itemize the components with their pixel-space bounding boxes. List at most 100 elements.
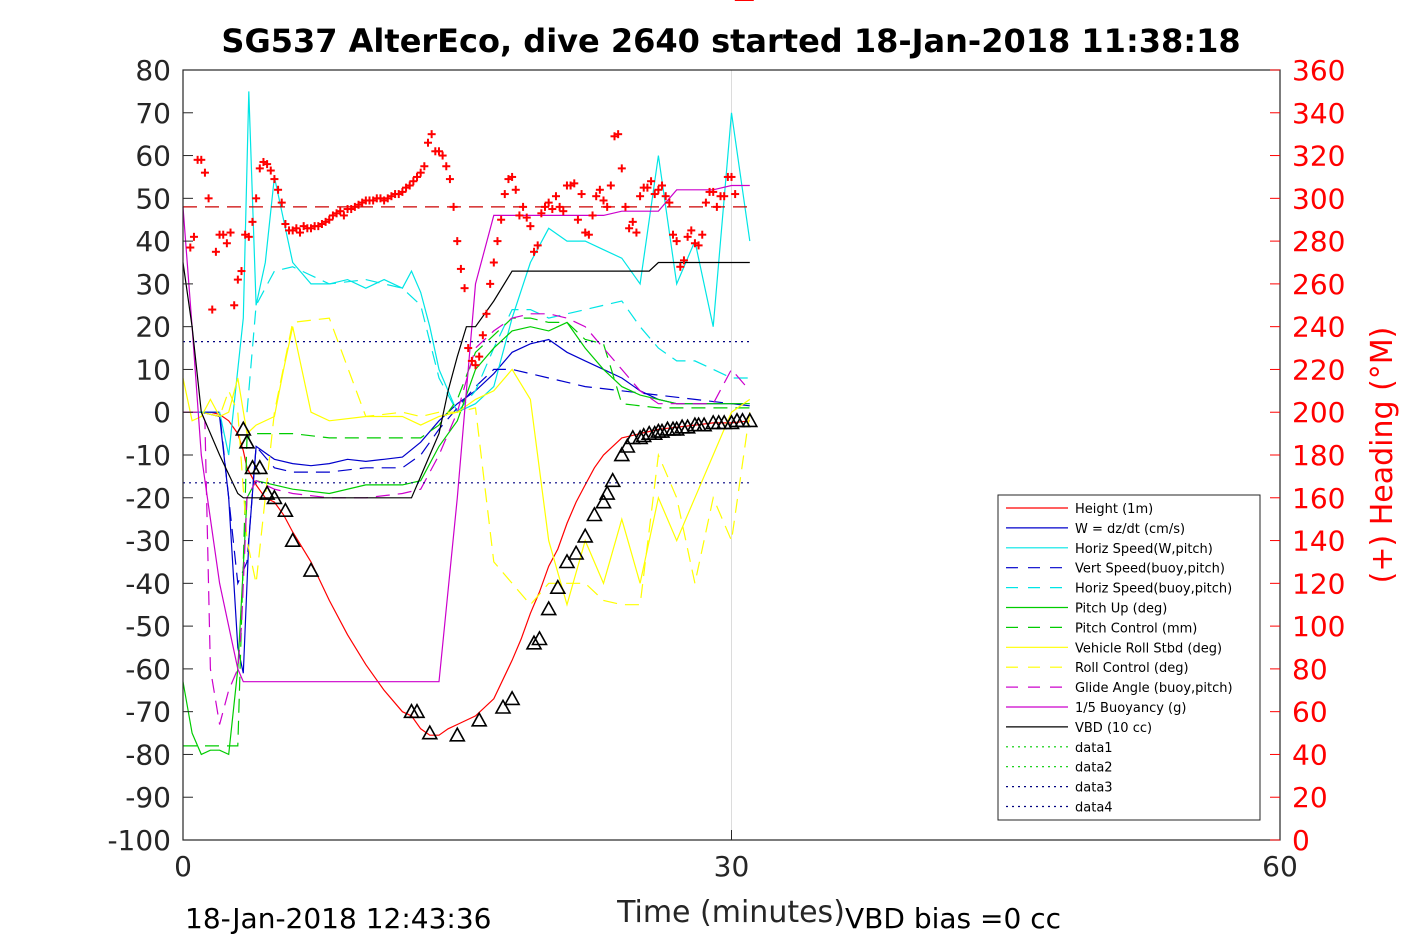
- y-tick-label: 40: [135, 225, 171, 258]
- right-y-tick-label: 180: [1292, 439, 1345, 472]
- footer-timestamp: 18-Jan-2018 12:43:36: [185, 902, 491, 935]
- y-tick-label: -20: [125, 482, 171, 515]
- y-tick-label: 70: [135, 97, 171, 130]
- y-tick-label: 20: [135, 311, 171, 344]
- legend-box: [997, 494, 1261, 821]
- heading-point: [679, 256, 688, 265]
- legend-label: data3: [1075, 781, 1113, 796]
- legend-label: Height (1m): [1075, 502, 1153, 517]
- heading-point: [570, 179, 579, 188]
- heading-point: [519, 202, 528, 211]
- height-triangle-marker: [238, 433, 256, 449]
- heading-point: [413, 172, 422, 181]
- right-y-tick-label: 80: [1292, 653, 1328, 686]
- heading-point: [712, 202, 721, 211]
- legend-label: VBD (10 cc): [1075, 721, 1152, 736]
- y-tick-label: 0: [153, 396, 171, 429]
- heading-point: [599, 196, 608, 205]
- height-triangle-marker: [531, 630, 548, 646]
- heading-point: [595, 185, 604, 194]
- heading-point: [438, 151, 447, 160]
- right-y-tick-label: 320: [1292, 140, 1345, 173]
- legend-label: Horiz Speed(W,pitch): [1075, 542, 1213, 557]
- height-triangle-marker: [284, 531, 302, 548]
- height-triangle-marker: [595, 493, 612, 509]
- heading-point: [233, 275, 242, 284]
- heading-point: [219, 230, 228, 239]
- right-y-tick-label: 280: [1292, 225, 1345, 258]
- heading-point: [694, 241, 703, 250]
- heading-point: [698, 230, 707, 239]
- heading-point: [650, 190, 659, 199]
- heading-point: [548, 205, 557, 214]
- height-triangle-marker: [302, 561, 320, 577]
- legend-label: 1/5 Buoyancy (g): [1075, 701, 1186, 716]
- right-y-tick-label: 20: [1292, 781, 1328, 814]
- heading-point: [255, 164, 264, 173]
- y-tick-label: 50: [135, 182, 171, 215]
- right-y-tick-label: 200: [1292, 396, 1345, 429]
- heading-point: [263, 160, 272, 169]
- heading-point: [486, 279, 495, 288]
- series-line-5: [182, 321, 750, 756]
- heading-point: [449, 202, 458, 211]
- series-line-10: [182, 184, 750, 683]
- series-line-4: [246, 266, 750, 414]
- heading-point: [606, 181, 615, 190]
- y-tick-label: -90: [125, 781, 171, 814]
- heading-point: [270, 175, 279, 184]
- footer-vbd-bias: VBD bias =0 cc: [845, 902, 1061, 935]
- height-triangle-marker: [234, 420, 252, 436]
- legend-items: Height (1m) W = dz/dt (cm/s) Horiz Speed(W…: [1006, 502, 1233, 816]
- heading-point: [460, 284, 469, 293]
- height-triangle-marker: [586, 506, 603, 522]
- heading-point: [409, 177, 418, 186]
- heading-point: [654, 185, 663, 194]
- heading-point: [186, 243, 195, 252]
- heading-point: [277, 198, 286, 207]
- heading-point: [544, 198, 553, 207]
- legend: Height (1m) W = dz/dt (cm/s) Horiz Speed(W…: [997, 494, 1261, 821]
- heading-point: [281, 220, 290, 228]
- heading-point: [471, 361, 480, 370]
- x-tick-label: 30: [714, 850, 750, 883]
- heading-point: [493, 237, 502, 246]
- heading-point: [709, 187, 718, 196]
- height-triangle-marker: [549, 578, 567, 595]
- height-triangle-marker: [448, 726, 466, 742]
- heading-point: [541, 202, 550, 211]
- height-triangle-marker: [635, 427, 653, 443]
- heading-point: [189, 232, 198, 241]
- legend-label: Glide Angle (buoy,pitch): [1075, 681, 1233, 696]
- height-triangle-marker: [494, 698, 512, 714]
- y-tick-label: -10: [125, 439, 171, 472]
- axis-ticks: 0 30 6080706050403020100-10-20-30-40-50-60…: [107, 54, 1345, 883]
- right-axis-label: (+) Heading (°M): [1365, 327, 1400, 584]
- height-triangle-marker: [258, 484, 276, 500]
- heading-point: [559, 207, 568, 216]
- heading-point: [230, 301, 239, 310]
- height-triangle-marker: [421, 724, 439, 740]
- height-triangle-marker: [408, 703, 426, 719]
- right-y-tick-label: 40: [1292, 738, 1328, 771]
- legend-label: W = dz/dt (cm/s): [1075, 522, 1185, 537]
- heading-point: [211, 247, 220, 256]
- y-tick-label: -30: [125, 525, 171, 558]
- heading-point: [614, 130, 623, 139]
- height-triangle-marker: [598, 484, 616, 500]
- heading-point: [325, 215, 334, 224]
- heading-point: [475, 352, 484, 361]
- height-triangle-marker: [567, 544, 585, 560]
- heading-point: [577, 190, 586, 199]
- heading-point: [515, 211, 524, 220]
- heading-point: [701, 198, 710, 207]
- heading-point: [292, 224, 301, 233]
- legend-label: Vehicle Roll Stbd (deg): [1075, 641, 1222, 656]
- x-tick-label: 60: [1262, 850, 1298, 883]
- heading-point: [632, 228, 641, 237]
- heading-point: [456, 264, 465, 273]
- height-triangle-marker: [653, 422, 671, 438]
- y-tick-label: -80: [125, 738, 171, 771]
- heading-point: [208, 305, 217, 314]
- legend-label: data1: [1075, 741, 1113, 756]
